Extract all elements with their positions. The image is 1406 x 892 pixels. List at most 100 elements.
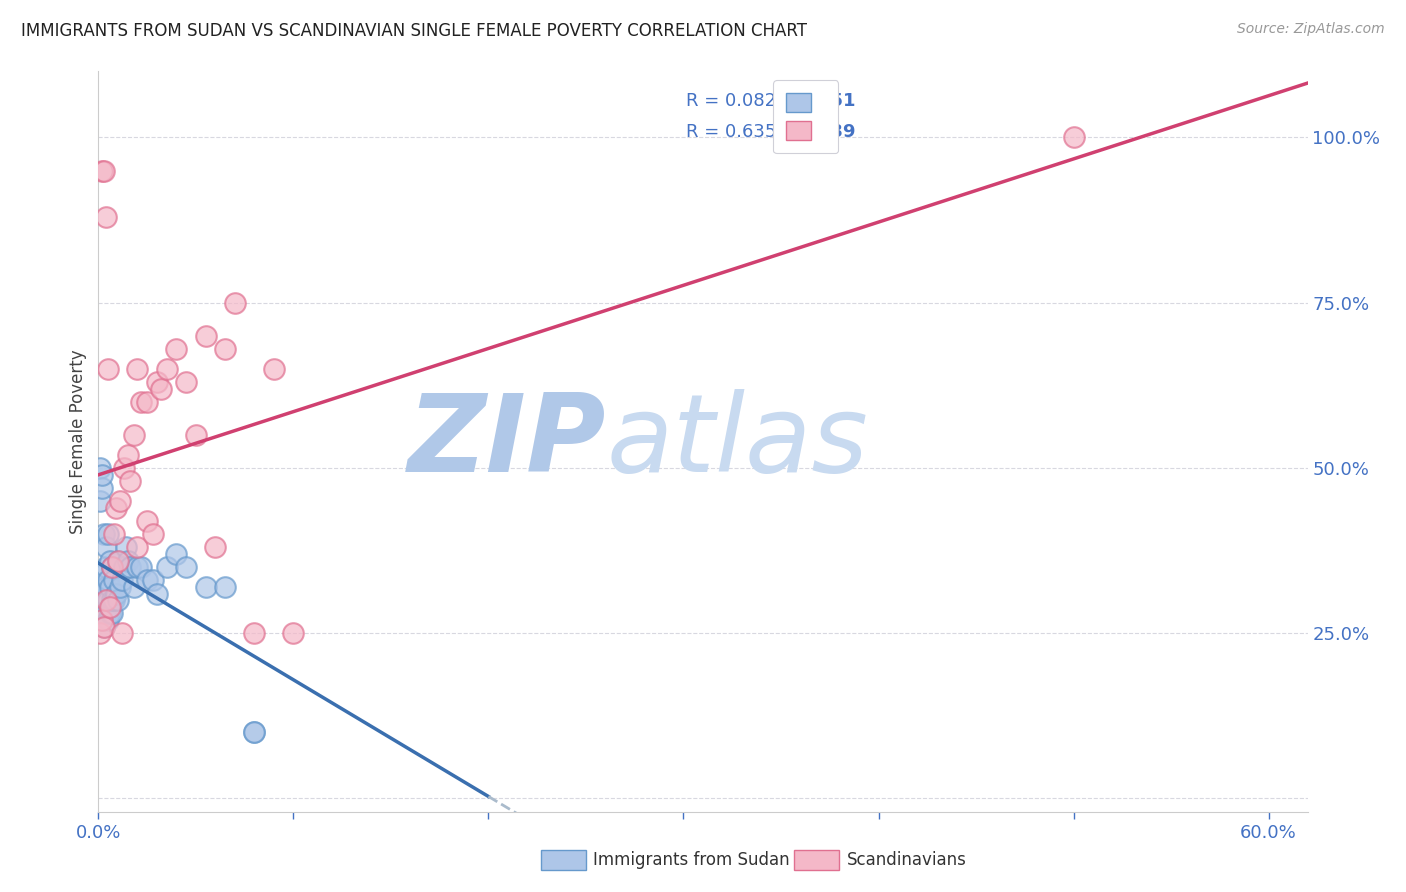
Point [131, 395, 153, 409]
Point [156, 560, 179, 574]
Point [283, 626, 305, 640]
Point [97, 593, 120, 607]
Y-axis label: Single Female Poverty: Single Female Poverty [69, 350, 87, 533]
Point [107, 553, 129, 567]
Text: ZIP: ZIP [408, 389, 606, 494]
Point [156, 361, 179, 376]
Point [103, 527, 125, 541]
Text: Scandinavians: Scandinavians [846, 851, 966, 869]
Text: N = 39: N = 39 [787, 123, 855, 141]
Point [93, 620, 115, 634]
Point [136, 514, 159, 528]
Point [127, 361, 149, 376]
Point [243, 626, 266, 640]
Point [112, 560, 135, 574]
Point [136, 395, 159, 409]
Point [98, 580, 121, 594]
Point [96, 593, 118, 607]
Text: N = 51: N = 51 [787, 92, 855, 110]
Point [104, 586, 127, 600]
Point [111, 626, 134, 640]
Point [91, 593, 114, 607]
Point [108, 580, 131, 594]
Point [93, 566, 115, 581]
Point [184, 428, 207, 442]
Point [96, 580, 118, 594]
Point [98, 607, 121, 621]
Point [146, 375, 169, 389]
Point [97, 361, 120, 376]
Point [224, 295, 246, 310]
Point [136, 574, 159, 588]
Point [107, 593, 129, 607]
Point [103, 593, 125, 607]
Point [98, 553, 121, 567]
Point [142, 574, 165, 588]
Text: Source: ZipAtlas.com: Source: ZipAtlas.com [1237, 22, 1385, 37]
Point [89, 626, 111, 640]
Point [101, 560, 124, 574]
Point [214, 580, 236, 594]
Point [165, 342, 187, 356]
Point [149, 382, 172, 396]
Point [243, 725, 266, 739]
Text: IMMIGRANTS FROM SUDAN VS SCANDINAVIAN SINGLE FEMALE POVERTY CORRELATION CHART: IMMIGRANTS FROM SUDAN VS SCANDINAVIAN SI… [21, 22, 807, 40]
Point [142, 527, 165, 541]
Point [118, 474, 141, 488]
Point [91, 613, 114, 627]
Point [91, 481, 114, 495]
Point [91, 580, 114, 594]
Point [108, 494, 131, 508]
Point [96, 541, 118, 555]
Point [174, 375, 197, 389]
Point [174, 560, 197, 574]
Point [122, 428, 145, 442]
Point [127, 541, 149, 555]
Text: R = 0.082: R = 0.082 [686, 92, 776, 110]
Point [89, 593, 111, 607]
Point [98, 599, 121, 614]
Point [194, 580, 217, 594]
Point [93, 586, 115, 600]
Point [131, 560, 153, 574]
Point [194, 328, 217, 343]
Point [97, 527, 120, 541]
Point [101, 593, 124, 607]
Point [111, 574, 134, 588]
Point [204, 541, 226, 555]
Point [97, 613, 120, 627]
Point [101, 560, 124, 574]
Point [165, 547, 187, 561]
Point [107, 553, 129, 567]
Point [93, 527, 115, 541]
Point [117, 553, 139, 567]
Point [214, 342, 236, 356]
Point [91, 467, 114, 482]
Point [96, 607, 118, 621]
Point [96, 560, 118, 574]
Point [146, 586, 169, 600]
Point [118, 560, 141, 574]
Point [89, 461, 111, 475]
Point [91, 613, 114, 627]
Point [114, 541, 136, 555]
Point [96, 210, 118, 224]
Point [103, 574, 125, 588]
Text: Immigrants from Sudan: Immigrants from Sudan [593, 851, 790, 869]
Point [89, 494, 111, 508]
Point [91, 163, 114, 178]
Text: atlas: atlas [606, 389, 868, 494]
Point [243, 725, 266, 739]
Point [127, 560, 149, 574]
Point [93, 163, 115, 178]
Point [93, 620, 115, 634]
Point [1063, 130, 1085, 145]
Text: R = 0.635: R = 0.635 [686, 123, 776, 141]
Point [97, 574, 120, 588]
Point [263, 361, 285, 376]
Point [117, 448, 139, 462]
Legend: , : , [773, 80, 838, 153]
Point [122, 580, 145, 594]
Point [104, 500, 127, 515]
Point [89, 607, 111, 621]
